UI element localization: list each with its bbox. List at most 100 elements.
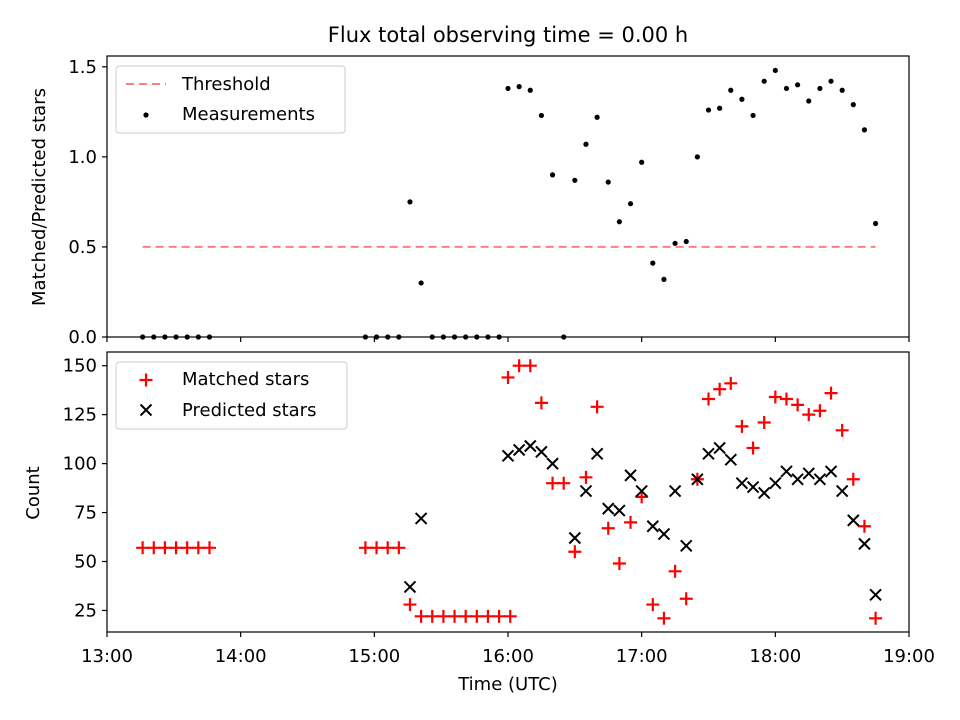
matched-star-point <box>869 611 883 625</box>
matched-star-point <box>448 609 462 623</box>
matched-star-point <box>601 521 615 535</box>
bottom-legend-box <box>115 361 348 430</box>
bottom-y-ticks: 25 50 75 100 125 150 <box>63 356 107 621</box>
measurement-point <box>861 127 868 133</box>
matched-star-point <box>358 541 372 555</box>
matched-star-point <box>392 541 406 555</box>
measurement-point <box>407 199 413 205</box>
matched-star-point <box>191 541 205 555</box>
measurement-point <box>828 78 834 84</box>
matched-star-point <box>746 441 760 455</box>
bottom-x-ticks: 13:00 14:00 15:00 16:00 17:00 18:00 19:00 <box>81 632 935 667</box>
predicted-star-point <box>735 476 749 490</box>
measurement-point <box>739 96 745 102</box>
bottom-y-tick-label: 125 <box>63 405 97 426</box>
measurement-point <box>783 85 790 92</box>
matched-star-point <box>735 419 749 433</box>
measurement-point <box>505 85 511 92</box>
measurement-point <box>672 240 678 246</box>
matched-star-point <box>492 609 506 623</box>
measurement-point <box>583 141 589 147</box>
predicted-star-point <box>691 473 704 486</box>
measurement-point <box>839 87 845 93</box>
matched-star-point <box>136 541 150 555</box>
predicted-star-point <box>414 512 428 525</box>
matched-star-point <box>501 370 515 384</box>
matched-star-point <box>180 541 194 555</box>
top-y-tick-label: 1.5 <box>68 57 97 78</box>
measurement-point <box>717 105 723 111</box>
measurement-point <box>750 112 756 119</box>
predicted-star-point <box>403 580 417 594</box>
matched-star-point <box>824 386 838 400</box>
predicted-star-point <box>680 539 693 553</box>
bottom-x-tick-label: 15:00 <box>348 646 400 667</box>
predicted-star-point <box>546 457 559 470</box>
matched-star-point <box>757 415 771 429</box>
measurement-point <box>772 67 778 74</box>
bottom-y-tick-label: 50 <box>74 552 97 573</box>
bottom-y-axis-label: Count <box>23 466 44 519</box>
measurement-point <box>795 82 801 88</box>
predicted-star-point <box>512 443 526 457</box>
predicted-star-point <box>501 449 515 462</box>
matched-star-point <box>470 609 484 623</box>
top-y-tick-label: 0.5 <box>68 237 97 258</box>
bottom-x-tick-label: 13:00 <box>81 646 133 667</box>
measurement-point <box>650 260 656 266</box>
measurement-point <box>627 201 634 207</box>
bottom-y-tick-label: 100 <box>63 454 97 475</box>
matched-star-point <box>459 609 473 623</box>
predicted-star-point <box>635 484 648 498</box>
bottom-panel: 25 50 75 100 125 150 13:00 14:00 15:00 16:00 17:0… <box>23 351 935 695</box>
predicted-star-point <box>724 453 737 466</box>
matched-star-point <box>512 359 526 373</box>
bottom-x-tick-label: 14:00 <box>215 646 267 667</box>
matched-star-point <box>713 382 727 396</box>
matched-star-point <box>158 541 172 555</box>
predicted-star-point <box>579 484 593 498</box>
predicted-star-point <box>657 527 671 541</box>
matched-star-point <box>546 476 560 490</box>
legend-matched-label: Matched stars <box>182 369 309 390</box>
bottom-x-axis-label: Time (UTC) <box>457 674 558 695</box>
measurement-point <box>661 276 667 282</box>
measurement-point <box>683 238 689 245</box>
top-panel: 0.0 0.5 1.0 1.5 Matched/Predicted stars Thr… <box>29 55 910 348</box>
matched-star-point <box>414 609 428 623</box>
matched-star-point <box>657 611 671 625</box>
matched-star-point <box>557 476 571 490</box>
matched-star-point <box>679 592 693 606</box>
matched-star-point <box>169 541 183 555</box>
matched-star-point <box>202 541 216 555</box>
bottom-legend: Matched stars Predicted stars <box>115 361 348 430</box>
matched-star-point <box>857 519 871 533</box>
matched-star-point <box>791 398 805 412</box>
matched-star-point <box>702 392 715 406</box>
top-legend: Threshold Measurements <box>115 65 346 134</box>
predicted-star-point <box>590 447 604 461</box>
matched-star-point <box>624 515 638 529</box>
bottom-x-tick-label: 18:00 <box>749 646 801 667</box>
chart-title: Flux total observing time = 0.00 h <box>328 23 688 47</box>
predicted-star-point <box>668 484 682 498</box>
predicted-star-point <box>624 469 637 482</box>
matched-star-point <box>590 400 604 414</box>
matched-star-point <box>646 598 660 612</box>
bottom-plot-marks <box>136 359 883 625</box>
predicted-star-point <box>524 439 537 453</box>
matched-star-point <box>835 423 849 437</box>
matched-star-point <box>779 392 793 406</box>
matched-star-point <box>724 376 738 390</box>
predicted-star-point <box>869 588 882 602</box>
measurement-point <box>639 159 645 165</box>
predicted-star-point <box>847 514 860 527</box>
predicted-star-point <box>602 502 615 515</box>
matched-star-point <box>612 556 626 570</box>
matched-star-point <box>668 564 682 578</box>
top-axes-frame <box>106 55 910 338</box>
legend-measurements-label: Measurements <box>182 104 315 125</box>
predicted-star-point <box>702 447 715 461</box>
predicted-star-point <box>757 486 771 500</box>
measurement-point <box>516 84 522 90</box>
